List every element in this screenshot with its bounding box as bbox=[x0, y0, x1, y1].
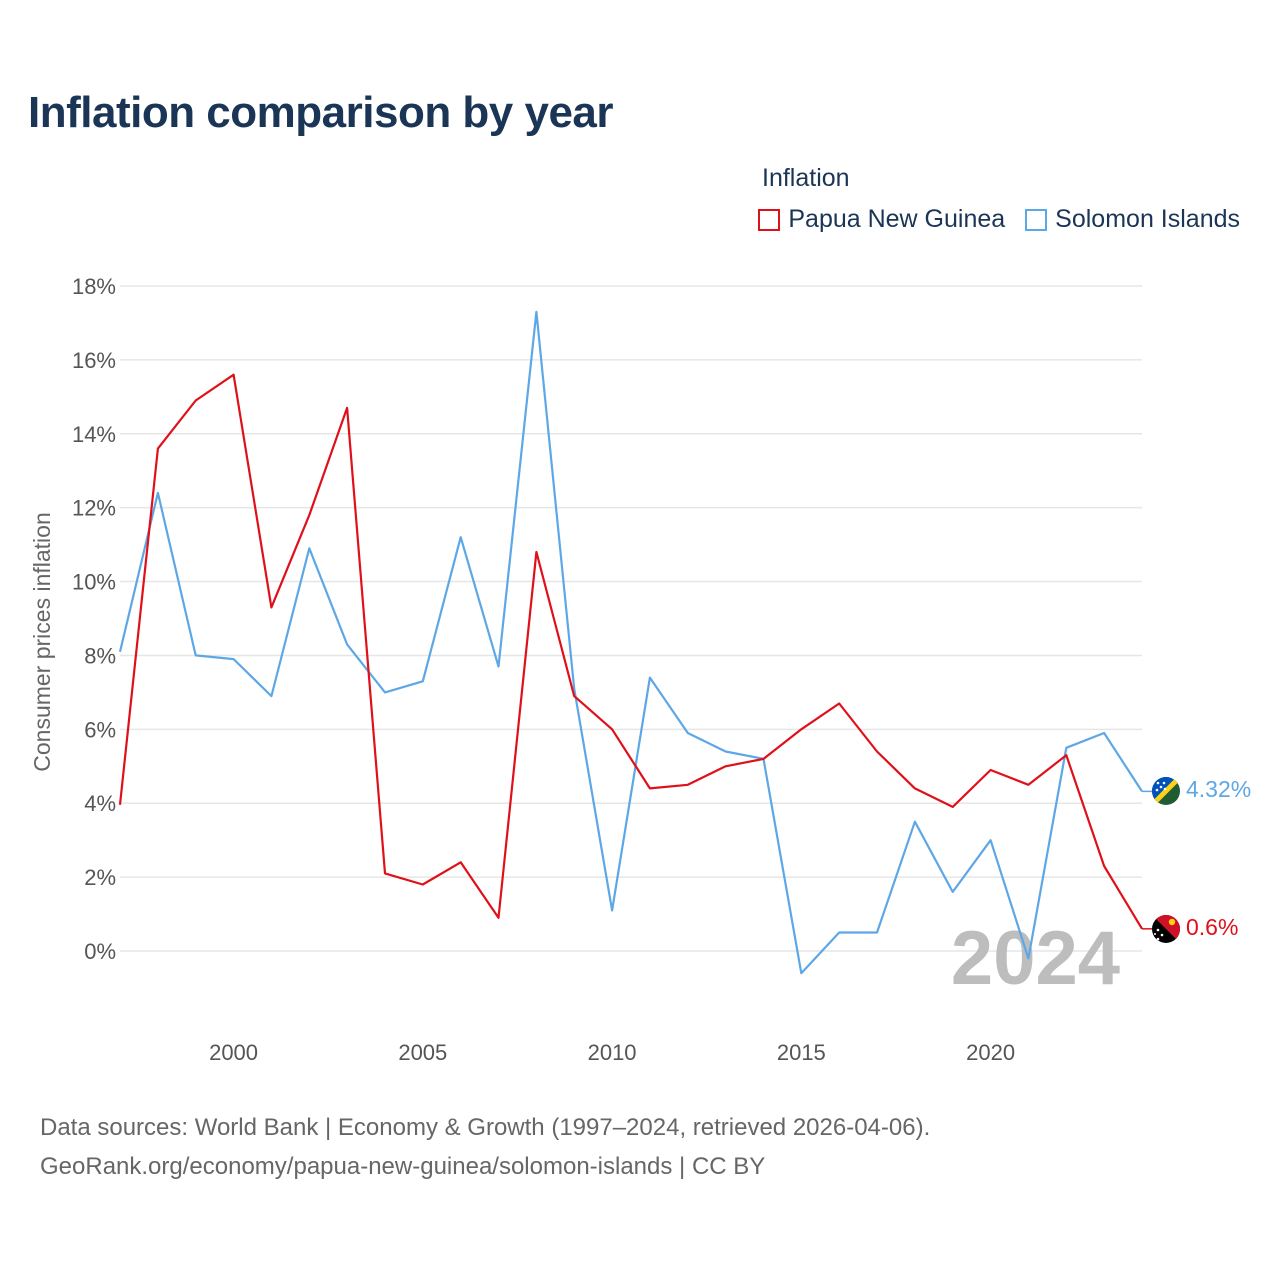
y-axis-ticks: 0% 2% 4% 6% 8% 10% 12% 14% 16% 18% bbox=[72, 274, 116, 964]
x-tick-label: 2015 bbox=[777, 1040, 826, 1065]
legend-swatch-papua-new-guinea bbox=[758, 208, 781, 231]
y-tick-label: 2% bbox=[84, 865, 116, 890]
source-line-1: Data sources: World Bank | Economy & Gro… bbox=[40, 1114, 931, 1141]
x-tick-label: 2010 bbox=[588, 1040, 637, 1065]
legend-item-solomon-islands[interactable]: Solomon Islands bbox=[1025, 205, 1240, 234]
y-tick-label: 18% bbox=[72, 274, 116, 299]
papua-new-guinea-end-label: 0.6% bbox=[1186, 914, 1238, 940]
data-source: Data sources: World Bank | Economy & Gro… bbox=[40, 1108, 930, 1186]
chart-title: Inflation comparison by year bbox=[28, 88, 614, 137]
legend-label-solomon-islands: Solomon Islands bbox=[1055, 205, 1240, 233]
y-tick-label: 10% bbox=[72, 570, 116, 595]
legend-item-papua-new-guinea[interactable]: Papua New Guinea bbox=[758, 205, 1005, 234]
x-axis-ticks: 2000 2005 2010 2015 2020 bbox=[209, 1040, 1015, 1065]
series-line-solomon-islands bbox=[118, 310, 1143, 975]
y-tick-label: 0% bbox=[84, 939, 116, 964]
legend: Papua New Guinea Solomon Islands bbox=[758, 205, 1240, 234]
gridlines bbox=[120, 285, 1142, 952]
year-watermark: 2024 bbox=[951, 916, 1120, 1001]
y-tick-label: 4% bbox=[84, 791, 116, 816]
legend-title: Inflation bbox=[762, 164, 850, 192]
legend-label-papua-new-guinea: Papua New Guinea bbox=[788, 205, 1006, 233]
y-tick-label: 16% bbox=[72, 348, 116, 373]
y-tick-label: 14% bbox=[72, 422, 116, 447]
x-tick-label: 2000 bbox=[209, 1040, 258, 1065]
series-lines bbox=[118, 310, 1152, 975]
series-line-papua-new-guinea bbox=[118, 373, 1143, 930]
y-tick-label: 6% bbox=[84, 717, 116, 742]
x-tick-label: 2005 bbox=[398, 1040, 447, 1065]
papua-new-guinea-flag bbox=[1152, 915, 1180, 943]
y-tick-label: 8% bbox=[84, 643, 116, 668]
x-tick-label: 2020 bbox=[966, 1040, 1015, 1065]
legend-swatch-solomon-islands bbox=[1025, 208, 1048, 231]
source-line-2[interactable]: GeoRank.org/economy/papua-new-guinea/sol… bbox=[40, 1153, 766, 1180]
solomon-islands-end-label: 4.32% bbox=[1186, 776, 1251, 802]
solomon-islands-flag bbox=[1152, 777, 1180, 805]
y-axis-label: Consumer prices inflation bbox=[29, 512, 55, 772]
y-tick-label: 12% bbox=[72, 496, 116, 521]
